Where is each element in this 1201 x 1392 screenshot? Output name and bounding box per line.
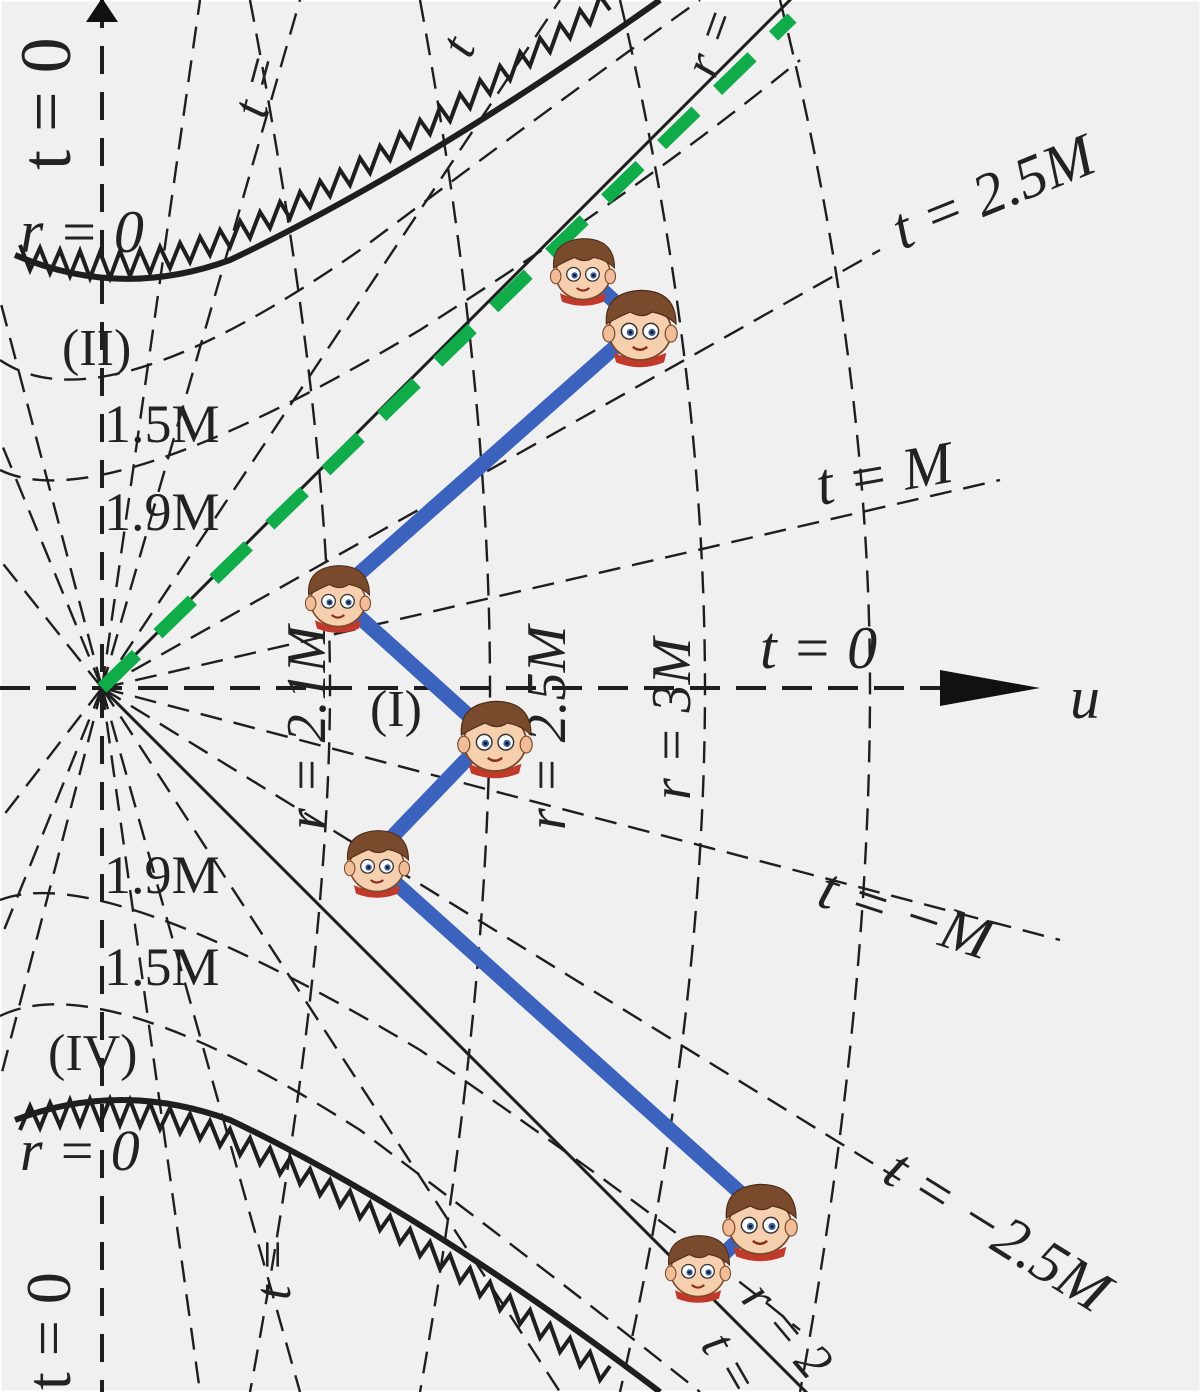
singularity-top-teeth [18,0,612,284]
region-i-label: (I) [370,681,422,738]
singularity-top [13,0,662,282]
t-equals-bottom-a: t = [245,1237,302,1300]
t-neg-2-5m-label: t = −2.5M [873,1135,1125,1326]
t-zero-label-axis: t = 0 [760,615,877,681]
t-equals-top-b: t [429,26,487,65]
r-1-5m-label-bottom: 1.5M [104,937,220,997]
region-iv-label: (IV) [48,1025,138,1082]
t-neg-m-label: t = −M [811,855,1003,974]
region-ii-iv-curves [0,0,801,1392]
t-zero-label-bottom: t = 0 [13,1272,84,1390]
u-axis-arrowhead [940,670,1040,706]
t-zero-label-top: t = 0 [6,37,86,170]
t-m-label: t = M [811,428,960,517]
r-3m-label: r = 3M [641,634,703,800]
u-axis-label: u [1070,665,1100,731]
singularity-bottom [13,1097,662,1392]
v-axis-arrowhead [86,0,118,22]
r-zero-label-top: r = 0 [20,199,144,265]
r-1-9m-label-top: 1.9M [104,482,220,542]
constant-r-curves [248,0,872,1392]
r-zero-label-bottom: r = 0 [20,1118,140,1183]
r-1-9m-label-bottom: 1.9M [104,845,220,905]
t-2-5m-label: t = 2.5M [882,120,1106,262]
r-1-5m-label-top: 1.5M [104,394,220,454]
r-2-1m-label: r = 2.1M [276,622,338,830]
constant-t-lines [0,0,1061,1392]
singularity-bottom-teeth [18,1093,612,1385]
light-ray [97,13,797,693]
boy-head-7 [664,1234,732,1304]
region-ii-label: (II) [62,320,131,377]
